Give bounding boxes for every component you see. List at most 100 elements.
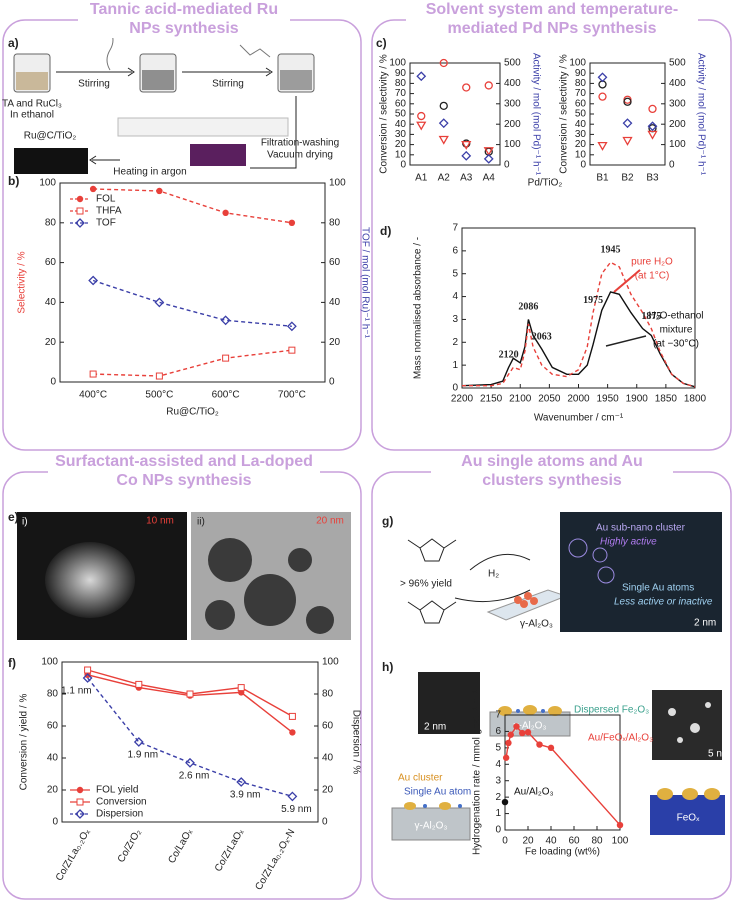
x-tick-label: 2000 [567,394,590,405]
marker [502,754,510,761]
x-tick-label: B1 [596,173,609,184]
legend-label: FOL yield [96,785,138,796]
au-particles [514,592,538,608]
marker [597,72,608,83]
marker [89,185,97,193]
y-tick-label: 60 [45,257,57,268]
marker [186,690,194,698]
scheme-a [13,29,315,169]
scheme-text: Filtration-washing [261,138,339,149]
y-tick-label: 60 [395,98,407,109]
y-tick-label: 100 [41,657,58,668]
marker [76,195,84,203]
scheme-text: γ-Al₂O₃ [415,821,448,832]
y-tick-label: 70 [395,88,407,99]
scheme-text: Highly active [600,537,657,548]
legend-label: THFA [96,206,122,217]
y-tick-label: 0 [580,160,586,171]
y2-tick-label: 100 [329,178,346,189]
y2-tick-label: 400 [669,78,686,89]
marker [75,218,85,228]
marker [519,729,526,737]
marker [524,729,532,736]
marker [84,666,92,674]
x-tick-label: 2100 [509,394,532,405]
y-tick-label: 60 [575,98,587,109]
series-line [93,349,292,377]
y-axis-label: Conversion / yield / % [19,694,30,791]
marker [648,104,657,114]
marker [222,209,229,217]
y-tick-label: 7 [452,223,458,234]
particles [404,802,462,810]
y-tick-label: 0 [52,817,58,828]
series-line [93,188,292,224]
support [391,807,471,841]
y-tick-label: 10 [395,149,407,160]
scale-bar-label: 2 nm [424,722,446,733]
scale-bar-label: 5 nm [708,749,730,760]
y-tick-label: 0 [400,160,406,171]
x-tick-label: A2 [438,173,451,184]
marker [461,150,472,161]
marker [623,97,632,106]
x-axis-label: Fe loading (wt%) [525,847,600,858]
series-line [462,261,696,388]
y-axis-label: Hydrogenation rate / mmol gcat⁻¹ h⁻¹ [472,689,483,855]
marker [237,684,245,692]
marker [416,71,427,82]
plot-frame [461,227,696,389]
y-tick-label: 20 [395,139,407,150]
sample-image [190,144,246,166]
y2-tick-label: 40 [322,753,334,764]
y2-tick-label: 0 [504,160,510,171]
y-tick-label: 100 [389,58,406,69]
legend-label: FOL [96,194,116,205]
marker [622,136,633,146]
y2-tick-label: 200 [669,119,686,130]
marker [439,58,448,68]
y2-tick-label: 60 [322,721,334,732]
y-tick-label: 2 [495,792,501,803]
marker [597,141,608,151]
scale-bar-label: 20 nm [316,516,344,527]
annotation: (at 1°C) [635,271,670,282]
marker [289,729,296,736]
scheme-text: Vacuum drying [267,150,333,161]
marker [133,737,144,747]
x-tick-label: 80 [591,836,603,847]
peak-label: 1875 [641,311,661,322]
y-tick-label: 70 [575,88,587,99]
scheme-text: Au cluster [398,773,443,784]
y-tick-label: 100 [39,178,56,189]
y2-tick-label: 80 [329,217,341,228]
panel-label: e) [8,510,19,524]
peak-label: 1945 [601,245,621,256]
image-label: ii) [197,517,205,528]
data-label: 5.9 nm [281,804,312,815]
marker [483,153,494,164]
y2-tick-label: 500 [504,58,521,69]
series-label: Au/FeOₓ/Al₂O₃ [588,733,653,744]
series-line [461,291,696,388]
x-tick-label: 500°C [145,390,173,401]
y-axis-label: Selectivity / % [17,251,28,313]
scale-bar-label: 2 nm [694,618,716,629]
particles [498,705,562,716]
y2-axis-label: Dispersion / % [350,710,361,775]
peak-label: 2120 [499,350,519,361]
y-tick-label: 6 [452,245,458,256]
panel-label: f) [8,656,16,670]
y-tick-label: 10 [575,149,587,160]
marker [236,777,247,787]
series-line [87,674,293,733]
marker [288,219,296,226]
stem-image [418,672,480,734]
image-label: i) [22,517,28,528]
y-tick-label: 80 [47,689,59,700]
panel-label: c) [376,36,387,50]
y-tick-label: 20 [47,785,59,796]
series-label: Au/Al₂O₃ [514,787,554,798]
scheme-text: Less active or inactive [614,597,713,608]
